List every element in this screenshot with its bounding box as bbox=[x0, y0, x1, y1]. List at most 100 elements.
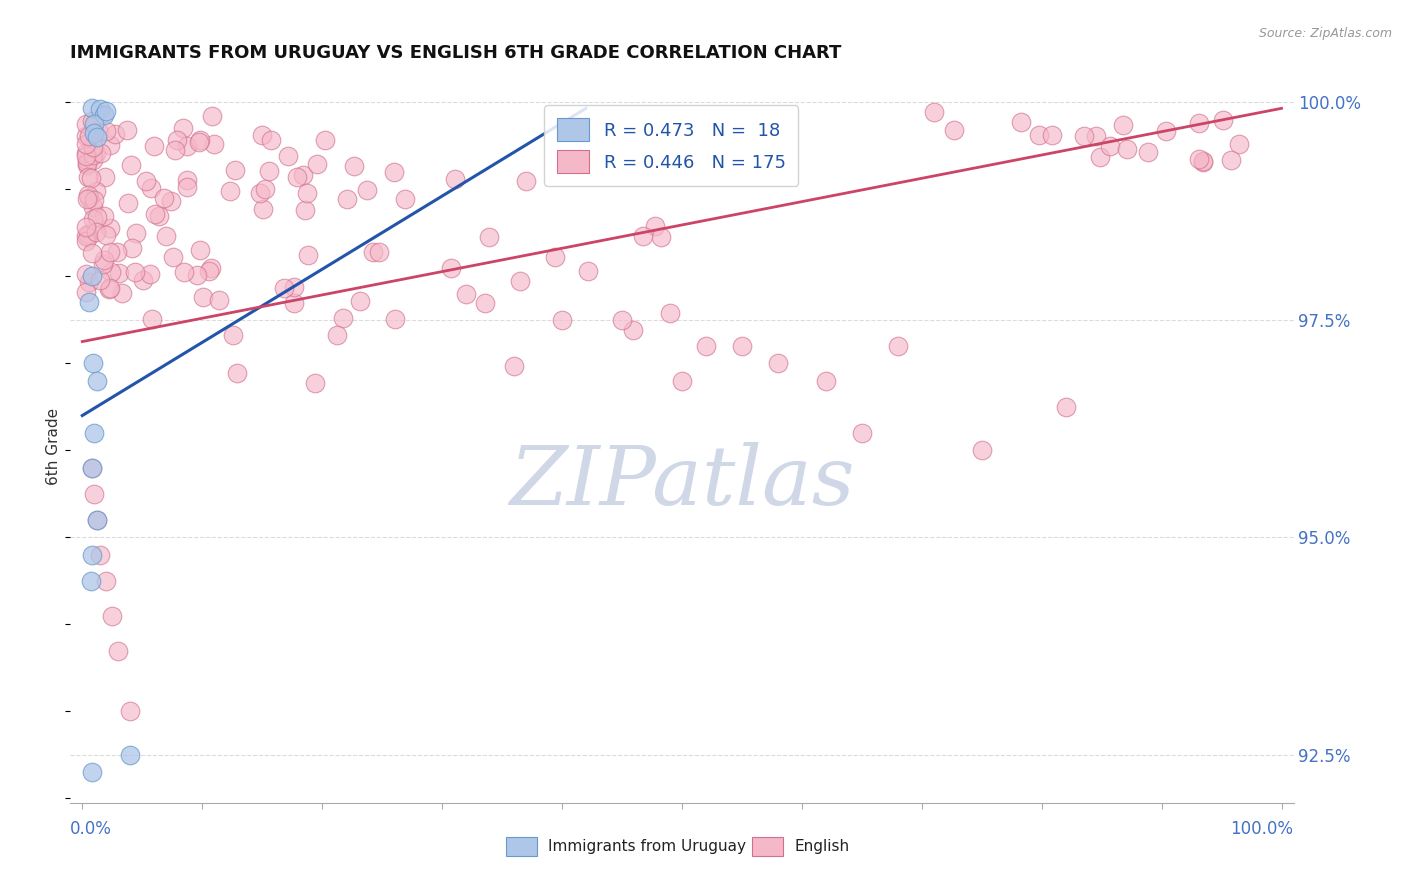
Point bbox=[115, 123, 138, 137]
Point bbox=[1112, 118, 1135, 132]
Point bbox=[77, 227, 100, 242]
Point bbox=[1054, 400, 1077, 414]
Point bbox=[75, 229, 97, 244]
Point bbox=[200, 261, 222, 276]
Point bbox=[176, 139, 198, 153]
Point bbox=[82, 140, 104, 154]
Point bbox=[143, 207, 166, 221]
Point bbox=[644, 219, 666, 234]
Point bbox=[108, 266, 131, 280]
Point bbox=[650, 230, 672, 244]
Point bbox=[93, 170, 115, 185]
Text: IMMIGRANTS FROM URUGUAY VS ENGLISH 6TH GRADE CORRELATION CHART: IMMIGRANTS FROM URUGUAY VS ENGLISH 6TH G… bbox=[70, 45, 842, 62]
Point bbox=[201, 109, 224, 123]
Point bbox=[77, 170, 100, 185]
Point bbox=[226, 366, 249, 380]
Point bbox=[671, 374, 693, 388]
Point bbox=[83, 126, 105, 140]
Point bbox=[1188, 116, 1211, 130]
Point bbox=[336, 192, 359, 206]
Point bbox=[176, 180, 198, 194]
Point bbox=[851, 425, 873, 440]
Point bbox=[273, 280, 295, 294]
Point bbox=[474, 295, 496, 310]
Point bbox=[117, 196, 139, 211]
Point bbox=[621, 323, 644, 337]
Point bbox=[297, 248, 319, 262]
Point bbox=[93, 108, 115, 122]
Point bbox=[93, 209, 115, 223]
Point bbox=[125, 226, 148, 240]
Point bbox=[766, 356, 789, 370]
Point bbox=[294, 202, 316, 217]
Point bbox=[631, 228, 654, 243]
Point bbox=[75, 267, 97, 281]
Point bbox=[80, 101, 103, 115]
Point bbox=[100, 265, 122, 279]
Point bbox=[326, 328, 349, 343]
Point bbox=[120, 747, 142, 762]
Point bbox=[224, 163, 246, 178]
Point bbox=[77, 230, 100, 244]
Point bbox=[1192, 154, 1215, 169]
Point bbox=[188, 133, 211, 147]
Point bbox=[148, 209, 170, 223]
Text: Immigrants from Uruguay: Immigrants from Uruguay bbox=[548, 839, 747, 854]
Point bbox=[1028, 128, 1050, 143]
Point bbox=[970, 443, 993, 458]
Point bbox=[188, 135, 211, 149]
Text: 0.0%: 0.0% bbox=[70, 821, 112, 838]
Point bbox=[83, 425, 105, 440]
Point bbox=[75, 117, 97, 131]
Point bbox=[80, 574, 103, 588]
Point bbox=[98, 282, 121, 296]
Point bbox=[658, 306, 681, 320]
Point bbox=[121, 241, 143, 255]
Point bbox=[84, 225, 107, 239]
Point bbox=[76, 157, 98, 171]
Point bbox=[82, 147, 104, 161]
Point bbox=[162, 251, 184, 265]
Point bbox=[83, 487, 105, 501]
Point bbox=[285, 170, 308, 185]
Point bbox=[104, 128, 127, 142]
Point bbox=[89, 272, 111, 286]
Point bbox=[84, 184, 107, 198]
Point bbox=[75, 145, 97, 160]
Point bbox=[257, 164, 280, 178]
Point bbox=[478, 230, 501, 244]
Point bbox=[382, 165, 405, 179]
Point bbox=[111, 285, 134, 300]
Point bbox=[1212, 113, 1234, 128]
Point bbox=[1227, 137, 1250, 152]
Point bbox=[292, 168, 315, 182]
Point bbox=[295, 186, 318, 200]
Point bbox=[139, 267, 162, 281]
Text: English: English bbox=[794, 839, 849, 854]
Point bbox=[86, 513, 108, 527]
Point bbox=[80, 548, 103, 562]
Point bbox=[922, 105, 945, 120]
Point bbox=[250, 128, 273, 142]
Point bbox=[509, 274, 531, 288]
Point bbox=[551, 313, 574, 327]
Point bbox=[80, 269, 103, 284]
Point bbox=[384, 312, 406, 326]
Point bbox=[80, 246, 103, 260]
Point bbox=[173, 265, 195, 279]
Point bbox=[131, 273, 153, 287]
Point bbox=[77, 129, 100, 144]
Point bbox=[249, 186, 271, 200]
Point bbox=[86, 130, 108, 145]
Point bbox=[305, 157, 328, 171]
Point bbox=[86, 513, 108, 527]
Point bbox=[83, 194, 105, 208]
Point bbox=[83, 117, 105, 131]
Point bbox=[75, 234, 97, 248]
Point bbox=[343, 159, 366, 173]
Point bbox=[1088, 149, 1111, 163]
Point bbox=[90, 145, 112, 160]
Point bbox=[254, 182, 277, 196]
Point bbox=[1220, 153, 1243, 168]
Text: 100.0%: 100.0% bbox=[1230, 821, 1294, 838]
